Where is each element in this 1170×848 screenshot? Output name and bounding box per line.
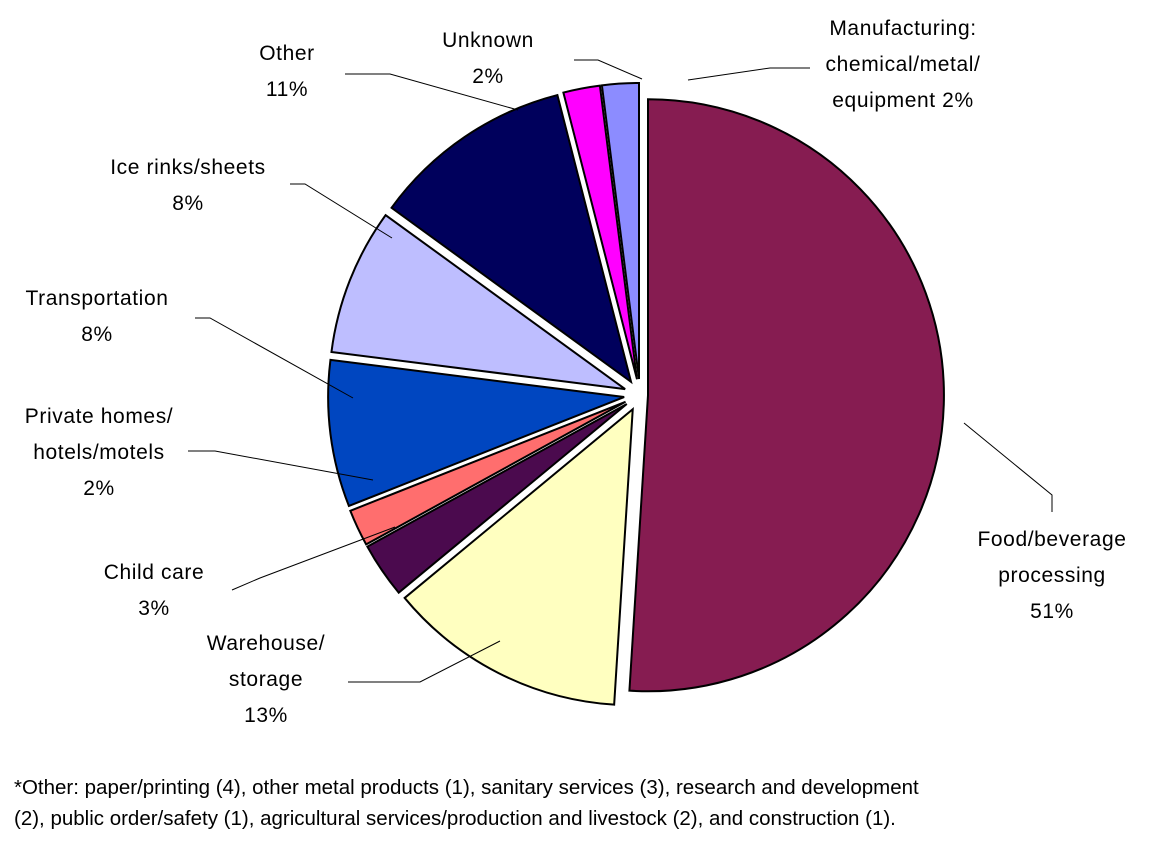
leader-line-private-homes-hotels-motels bbox=[188, 450, 374, 481]
slice-label-transportation: Transportation 8% bbox=[25, 287, 168, 346]
slice-label-line: Ice rinks/sheets bbox=[110, 156, 266, 179]
slice-label-line: Manufacturing: bbox=[829, 17, 976, 40]
slice-label-child-care: Child care 3% bbox=[104, 561, 205, 620]
leader-line-transportation bbox=[195, 317, 354, 399]
slice-label-other: Other 11% bbox=[259, 42, 315, 101]
slice-label-line: Unknown bbox=[442, 29, 534, 52]
leader-line-child-care bbox=[231, 526, 396, 591]
slices-layer bbox=[327, 82, 945, 706]
slice-label-food-beverage-processing: Food/beverage processing 51% bbox=[977, 528, 1126, 623]
slice-label-line: hotels/motels bbox=[33, 441, 165, 464]
slice-label-line: 8% bbox=[81, 323, 113, 346]
slice-label-line: 3% bbox=[138, 597, 170, 620]
leaders-layer bbox=[188, 59, 1053, 683]
pie-slice-other bbox=[390, 93, 633, 385]
leader-line-other bbox=[345, 73, 519, 111]
slice-label-line: Food/beverage bbox=[977, 528, 1126, 551]
leader-line-unknown bbox=[574, 59, 643, 80]
pie-slice-ice-rinks-sheets bbox=[330, 213, 626, 391]
slice-label-line: Transportation bbox=[25, 287, 168, 310]
pie-slice-private-homes-hotels-motels bbox=[349, 400, 627, 546]
slice-label-line: Child care bbox=[104, 561, 205, 584]
pie-slice-manufacturing-chemical-metal-equipment bbox=[600, 82, 640, 380]
pie-slice-child-care bbox=[366, 403, 628, 595]
leader-line-ice-rinks-sheets bbox=[290, 183, 393, 239]
footnote-line-1: *Other: paper/printing (4), other metal … bbox=[14, 776, 919, 799]
pie-slice-warehouse-storage bbox=[403, 407, 634, 706]
slice-label-line: equipment 2% bbox=[832, 89, 973, 112]
slice-label-line: 2% bbox=[472, 65, 504, 88]
slice-label-line: Private homes/ bbox=[25, 405, 173, 428]
pie-slice-food-beverage-processing bbox=[628, 98, 945, 693]
pie-slice-unknown bbox=[562, 84, 638, 380]
slice-label-manufacturing-chemical-metal-equipment: Manufacturing: chemical/metal/equipment 2… bbox=[826, 17, 981, 112]
slice-label-line: Other bbox=[259, 42, 315, 65]
slice-label-ice-rinks-sheets: Ice rinks/sheets 8% bbox=[110, 156, 266, 215]
slice-label-line: storage bbox=[229, 668, 303, 691]
slice-label-line: processing bbox=[998, 564, 1106, 587]
footnote-line-2: (2), public order/safety (1), agricultur… bbox=[14, 807, 896, 830]
slice-label-line: Warehouse/ bbox=[207, 632, 325, 655]
slice-label-unknown: Unknown 2% bbox=[442, 29, 534, 88]
slice-label-warehouse-storage: Warehouse/storage 13% bbox=[207, 632, 325, 727]
labels-layer: Food/beverage processing 51% Warehouse/stor… bbox=[25, 17, 1126, 727]
pie-chart-canvas: Food/beverage processing 51% Warehouse/stor… bbox=[25, 17, 1126, 727]
leader-line-warehouse-storage bbox=[348, 640, 501, 683]
slice-label-line: 8% bbox=[172, 192, 204, 215]
slice-label-line: 51% bbox=[1030, 600, 1074, 623]
leader-line-manufacturing-chemical-metal-equipment bbox=[687, 67, 810, 81]
slice-label-line: 11% bbox=[266, 78, 308, 101]
footnote: *Other: paper/printing (4), other metal … bbox=[14, 772, 1154, 834]
slice-label-line: 13% bbox=[244, 704, 288, 727]
leader-line-food-beverage-processing bbox=[963, 422, 1053, 512]
slice-label-line: 2% bbox=[83, 477, 115, 500]
pie-slice-transportation bbox=[327, 358, 625, 508]
slice-label-line: chemical/metal/ bbox=[826, 53, 981, 76]
slice-label-private-homes-hotels-motels: Private homes/hotels/motels 2% bbox=[25, 405, 173, 500]
